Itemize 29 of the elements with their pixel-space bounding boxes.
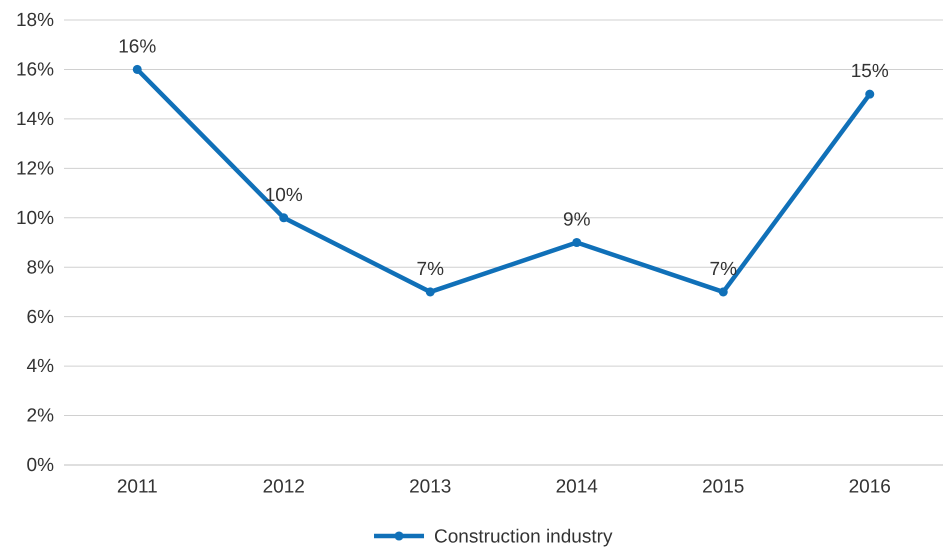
y-tick-label: 2% <box>26 406 54 427</box>
x-tick-label: 2011 <box>116 476 158 498</box>
point <box>572 238 582 248</box>
y-tick-label: 6% <box>26 306 54 328</box>
y-tick-label: 18% <box>16 10 54 32</box>
data-label: 9% <box>563 210 591 230</box>
y-tick-label: 8% <box>26 257 54 278</box>
x-tick-label: 2014 <box>556 476 598 498</box>
legend-label: Construction industry <box>434 526 613 548</box>
point <box>718 287 728 296</box>
data-label: 15% <box>850 61 889 82</box>
x-tick-label: 2012 <box>262 476 305 498</box>
data-label: 7% <box>710 258 738 280</box>
y-tick-label: 12% <box>16 158 54 180</box>
data-label: 16% <box>118 36 156 58</box>
x-tick-label: 2013 <box>409 476 452 498</box>
point <box>279 213 288 222</box>
y-tick-label: 10% <box>16 208 54 229</box>
y-tick-label: 4% <box>26 356 54 378</box>
y-tick-label: 0% <box>26 455 54 476</box>
y-tick-label: 16% <box>16 60 54 81</box>
x-tick-label: 2015 <box>702 476 744 498</box>
y-tick-label: 14% <box>16 108 54 130</box>
point <box>132 64 142 74</box>
data-label: 10% <box>264 184 303 206</box>
point <box>865 90 874 99</box>
data-label: 7% <box>416 258 444 280</box>
point <box>426 287 435 296</box>
x-tick-label: 2016 <box>848 476 891 498</box>
